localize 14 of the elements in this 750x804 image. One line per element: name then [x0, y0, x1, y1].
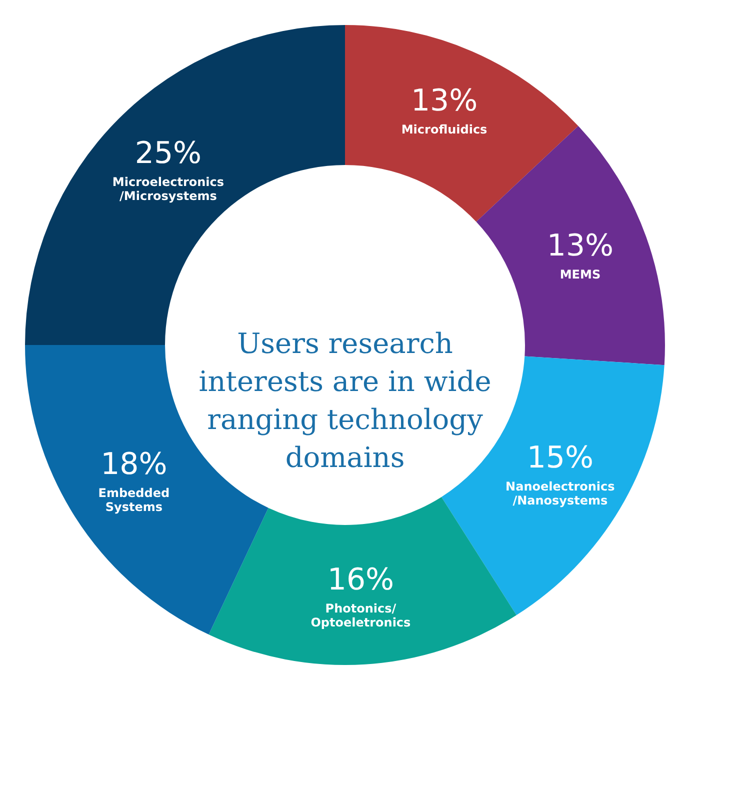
slice-label: Photonics/ Optoeletronics	[310, 602, 411, 630]
slice-label: Microelectronics /Microsystems	[112, 175, 224, 204]
slice-label: Microfluidics	[401, 122, 488, 137]
slice-label: MEMS	[560, 267, 601, 282]
data-label: 25%	[134, 136, 202, 172]
data-label: 18%	[100, 446, 168, 482]
data-label: 16%	[327, 562, 394, 598]
text: Users research interests are in wide ranging technology domains	[198, 327, 492, 474]
donut-slice	[345, 25, 578, 222]
slice-label: Nanoelectronics /Nanosystems	[506, 479, 615, 508]
data-label: 13%	[410, 84, 478, 119]
data-label: 15%	[526, 440, 594, 476]
slice-label: Embedded Systems	[98, 486, 170, 514]
data-label: 13%	[546, 228, 614, 264]
